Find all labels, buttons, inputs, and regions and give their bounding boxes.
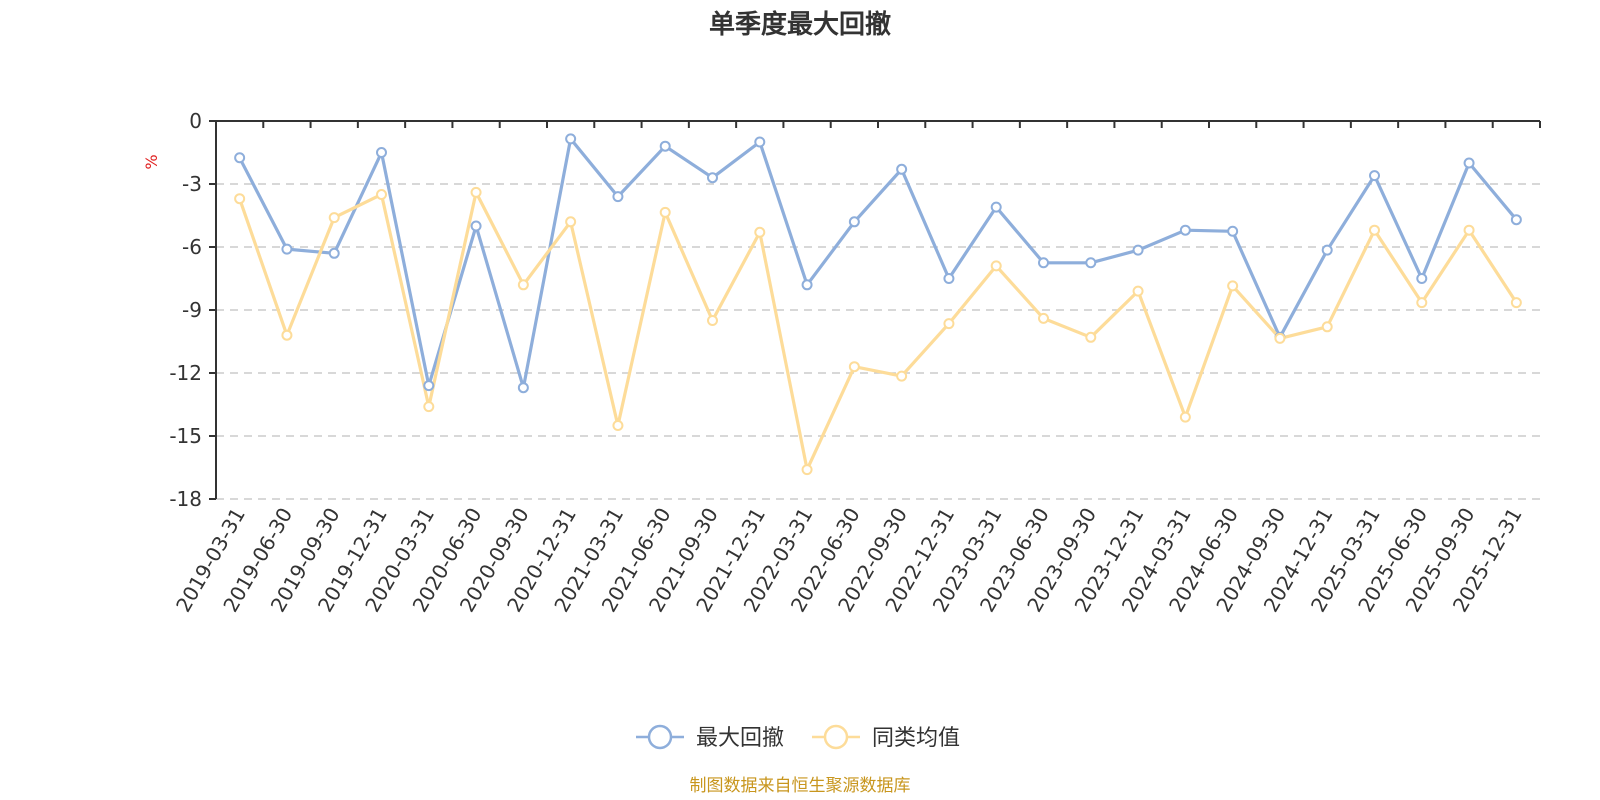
data-point bbox=[517, 382, 529, 394]
data-point bbox=[423, 401, 435, 413]
legend-label: 最大回撤 bbox=[696, 726, 784, 751]
data-point bbox=[1463, 224, 1475, 236]
data-point bbox=[1085, 331, 1097, 343]
data-point bbox=[1038, 257, 1049, 269]
legend-label: 同类均值 bbox=[872, 726, 960, 751]
data-point bbox=[848, 216, 860, 228]
data-point bbox=[990, 201, 1002, 213]
data-point bbox=[1369, 170, 1380, 182]
data-point bbox=[470, 220, 482, 232]
data-point bbox=[943, 318, 955, 330]
data-point bbox=[1510, 297, 1522, 309]
data-point bbox=[565, 133, 577, 145]
data-point bbox=[1321, 321, 1333, 333]
chart-title: 单季度最大回撤 bbox=[709, 9, 891, 40]
data-point bbox=[1179, 224, 1191, 236]
data-point bbox=[1463, 157, 1475, 169]
series-line-1 bbox=[238, 137, 1518, 390]
data-point bbox=[943, 273, 955, 284]
data-point bbox=[1085, 257, 1097, 269]
source-note: 制图数据来自恒生聚源数据库 bbox=[690, 776, 911, 796]
data-point bbox=[801, 279, 813, 291]
y-tick-label: 0 bbox=[189, 109, 202, 133]
data-point bbox=[234, 152, 246, 164]
y-tick-label: -18 bbox=[169, 487, 202, 511]
data-point bbox=[659, 206, 671, 218]
y-tick-label: -3 bbox=[182, 172, 202, 196]
data-point bbox=[612, 420, 624, 431]
data-point bbox=[1132, 244, 1144, 256]
data-point bbox=[1510, 214, 1522, 226]
data-point bbox=[376, 147, 387, 158]
data-point bbox=[896, 370, 908, 382]
series bbox=[234, 133, 1522, 476]
data-point bbox=[328, 247, 340, 259]
data-point bbox=[1227, 280, 1239, 292]
data-point bbox=[801, 464, 813, 476]
legend: 最大回撤 同类均值 bbox=[636, 724, 960, 751]
data-point bbox=[234, 193, 246, 205]
data-point bbox=[754, 136, 766, 148]
y-tick-label: -9 bbox=[182, 298, 202, 322]
data-point bbox=[707, 172, 718, 184]
data-point bbox=[848, 361, 860, 373]
data-point bbox=[281, 243, 293, 255]
data-point bbox=[423, 380, 435, 392]
y-tick-label: -12 bbox=[169, 361, 202, 385]
y-axis-unit: % bbox=[142, 154, 161, 169]
data-point bbox=[896, 163, 908, 175]
y-tick-label: -6 bbox=[182, 235, 202, 259]
data-point bbox=[990, 260, 1002, 272]
data-point bbox=[328, 212, 340, 224]
data-point bbox=[1038, 312, 1049, 324]
data-point bbox=[1227, 225, 1239, 237]
data-point bbox=[1416, 273, 1428, 284]
data-point bbox=[1416, 297, 1428, 309]
series-line-2 bbox=[238, 190, 1518, 472]
y-tick-label: -15 bbox=[169, 424, 202, 448]
data-point bbox=[1369, 224, 1380, 236]
data-point bbox=[707, 315, 718, 326]
data-point bbox=[659, 140, 671, 152]
legend-marker bbox=[823, 724, 849, 750]
data-point bbox=[1321, 244, 1333, 256]
legend-marker bbox=[647, 724, 673, 750]
data-point bbox=[517, 279, 529, 291]
data-point bbox=[565, 216, 577, 228]
data-point bbox=[754, 226, 766, 238]
data-point bbox=[612, 191, 624, 203]
data-point bbox=[281, 329, 293, 341]
data-point bbox=[470, 186, 482, 198]
data-point bbox=[1179, 411, 1191, 423]
data-point bbox=[1274, 332, 1286, 344]
data-point bbox=[1132, 285, 1144, 297]
data-point bbox=[376, 189, 387, 200]
